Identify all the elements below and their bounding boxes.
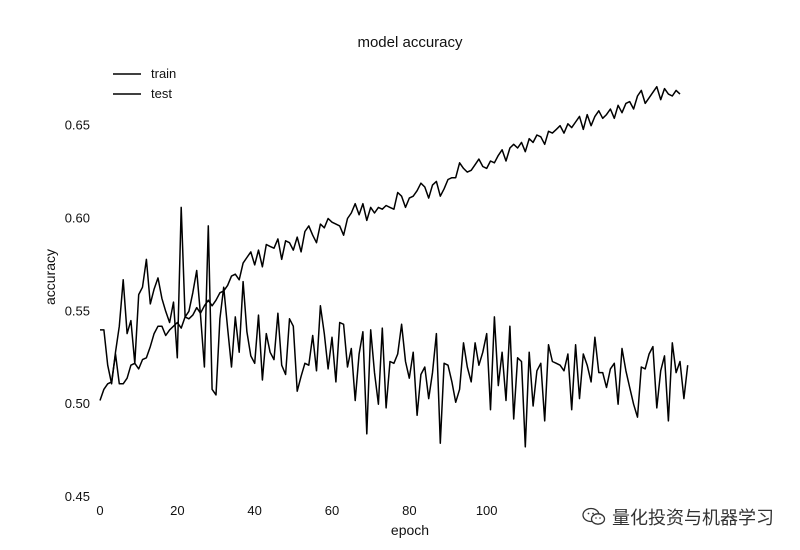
x-tick-label: 20 [170,503,184,518]
y-tick-label: 0.55 [65,303,90,318]
legend: train test [113,66,176,101]
series-line-test [100,206,689,448]
legend-label-test: test [151,86,172,101]
chart-title: model accuracy [357,34,463,51]
x-axis-title: epoch [391,522,429,538]
axes-layer: 0 20 40 60 80 100 0.45 0.50 0.55 0.60 0.65 [65,118,498,518]
x-tick-label: 60 [325,503,339,518]
series-layer [99,85,689,448]
y-tick-label: 0.45 [65,489,90,504]
y-axis-title: accuracy [42,249,58,305]
y-tick-label: 0.60 [65,211,90,226]
series-line-train [99,85,681,401]
y-tick-label: 0.50 [65,396,90,411]
y-tick-label: 0.65 [65,118,90,133]
wechat-icon [582,507,606,527]
watermark-text: 量化投资与机器学习 [612,508,774,529]
x-tick-label: 100 [476,503,498,518]
x-tick-label: 40 [247,503,261,518]
x-tick-label: 80 [402,503,416,518]
x-tick-label: 0 [96,503,103,518]
watermark: 量化投资与机器学习 [578,502,778,532]
legend-label-train: train [151,66,176,81]
